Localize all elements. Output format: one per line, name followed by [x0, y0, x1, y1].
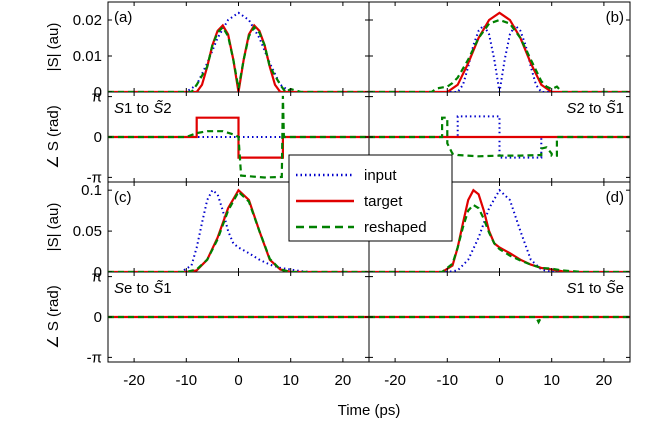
y-axis-label: ∠ S (rad) [45, 105, 62, 168]
panel-label-d: (d) [606, 189, 624, 206]
series-input-amplitude-c [108, 188, 369, 272]
series-reshaped-phase-d [369, 315, 630, 325]
xtick-label: 20 [335, 372, 352, 389]
series-input-amplitude-b [369, 23, 630, 92]
xtick-label: 10 [543, 372, 560, 389]
legend: input target reshaped [288, 154, 453, 242]
legend-label-target: target [364, 193, 403, 210]
conversion-label-a: S1 to S̃2 [114, 100, 172, 117]
y-axis-label: |S| (au) [45, 23, 62, 72]
panel-frame-0-0 [107, 1, 370, 93]
series-reshaped-phase-b [369, 116, 630, 158]
conversion-label-d: S1 to S̃e [566, 280, 624, 297]
series-reshaped-phase-a [108, 95, 369, 179]
panel-frame-0-1 [368, 1, 631, 93]
xtick-label: 20 [596, 372, 613, 389]
ytick-label: 0.01 [73, 48, 102, 65]
y-axis-label: ∠ S (rad) [45, 285, 62, 348]
legend-label-input: input [364, 167, 397, 184]
ytick-label: π [92, 269, 102, 286]
series-target-amplitude-d [369, 188, 630, 272]
ytick-label: 0.02 [73, 12, 102, 29]
ytick-label: -π [87, 169, 102, 186]
ytick-label: 0 [94, 264, 102, 281]
legend-label-reshaped: reshaped [364, 219, 427, 236]
series-target-amplitude-c [108, 188, 369, 272]
xtick-label: -10 [175, 372, 197, 389]
series-reshaped-amplitude-b [369, 18, 630, 92]
xtick-label: 10 [282, 372, 299, 389]
series-input-amplitude-a [108, 11, 369, 92]
panel-label-c: (c) [114, 189, 132, 206]
panel-label-a: (a) [114, 9, 132, 26]
ytick-label: π [92, 89, 102, 106]
ytick-label: 0.05 [73, 223, 102, 240]
conversion-label-c: Se to S̃1 [114, 280, 172, 297]
series-reshaped-amplitude-a [108, 25, 369, 92]
xtick-label: -10 [436, 372, 458, 389]
panel-label-b: (b) [606, 9, 624, 26]
xtick-label: -20 [384, 372, 406, 389]
ytick-label: -π [87, 349, 102, 366]
y-axis-label: |S| (au) [45, 203, 62, 252]
xtick-label: 0 [234, 372, 242, 389]
ytick-label: 0 [94, 84, 102, 101]
xtick-label: 0 [495, 372, 503, 389]
ytick-label: 0.1 [81, 182, 102, 199]
series-target-amplitude-a [108, 23, 369, 92]
conversion-label-b: S2 to S̃1 [566, 100, 624, 117]
xtick-label: -20 [123, 372, 145, 389]
ytick-label: 0 [94, 129, 102, 146]
ytick-label: 0 [94, 309, 102, 326]
series-target-amplitude-b [369, 11, 630, 92]
x-axis-label: Time (ps) [338, 402, 401, 419]
series-input-amplitude-d [369, 188, 630, 272]
series-reshaped-amplitude-d [369, 203, 630, 272]
